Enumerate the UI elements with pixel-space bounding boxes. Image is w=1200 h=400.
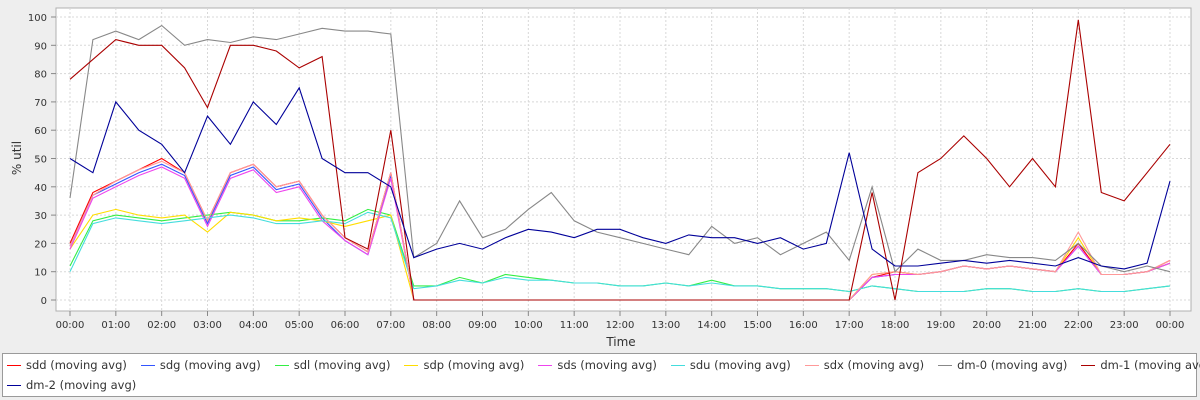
x-tick-label: 08:00: [422, 320, 451, 331]
y-tick-label: 60: [34, 126, 47, 137]
x-axis-label: Time: [605, 335, 635, 349]
legend-label: sdx (moving avg): [823, 358, 925, 372]
legend-swatch: [274, 364, 289, 366]
legend-item: sdg (moving avg): [140, 358, 261, 372]
line-chart: 0 10 20 30 40 50 60 70 80 90 100 00:00 01:00 02:00 03…: [10, 7, 1192, 349]
legend-swatch: [938, 364, 953, 366]
x-tick-label: 11:00: [560, 320, 589, 331]
legend-label: sdl (moving avg): [293, 358, 391, 372]
x-tick-label: 05:00: [285, 320, 314, 331]
legend-item: sdx (moving avg): [804, 358, 925, 372]
legend-label: sdp (moving avg): [423, 358, 525, 372]
legend-swatch: [140, 364, 155, 366]
y-tick-label: 20: [34, 239, 47, 250]
legend-label: dm-0 (moving avg): [957, 358, 1068, 372]
x-tick-label: 03:00: [193, 320, 222, 331]
x-tick-label: 20:00: [972, 320, 1001, 331]
x-tick-label: 07:00: [376, 320, 405, 331]
legend-item: dm-0 (moving avg): [938, 358, 1067, 372]
y-tick-label: 40: [34, 183, 47, 194]
legend-label: sdg (moving avg): [159, 358, 261, 372]
legend-swatch: [538, 364, 553, 366]
legend-label: sdd (moving avg): [26, 358, 127, 372]
series-line-dm-2: [69, 86, 1171, 270]
legend-item: dm-1 (moving avg): [1081, 358, 1200, 372]
x-tick-label: 16:00: [789, 320, 818, 331]
y-axis-label: % util: [10, 141, 24, 175]
series-line-dm-1: [69, 19, 1171, 301]
x-tick-label: 04:00: [239, 320, 268, 331]
x-tick-label: 19:00: [926, 320, 955, 331]
x-tick-label: 06:00: [331, 320, 360, 331]
x-tick-label: 14:00: [697, 320, 726, 331]
y-axis: 0 10 20 30 40 50 60 70 80 90 100: [28, 13, 56, 307]
x-tick-label: 12:00: [606, 320, 635, 331]
legend-label: dm-1 (moving avg): [1100, 358, 1200, 372]
x-tick-label: 00:00: [56, 320, 85, 331]
legend-label: sdu (moving avg): [689, 358, 791, 372]
y-tick-label: 70: [34, 98, 47, 109]
plot-area: [55, 7, 1192, 312]
legend-item: sds (moving avg): [538, 358, 657, 372]
legend-swatch: [1081, 364, 1096, 366]
y-tick-label: 90: [34, 41, 47, 52]
x-tick-label: 13:00: [651, 320, 680, 331]
legend-item: sdp (moving avg): [404, 358, 524, 372]
legend-item: sdl (moving avg): [274, 358, 391, 372]
legend-swatch: [7, 364, 21, 366]
x-tick-label: 00:00: [1156, 320, 1185, 331]
legend-swatch: [7, 384, 21, 386]
legend-swatch: [804, 364, 819, 366]
y-tick-label: 30: [34, 211, 47, 222]
legend-row: sdd (moving avg) sdg (moving avg) sdl (mov…: [7, 358, 1200, 372]
legend-label: dm-2 (moving avg): [26, 378, 137, 392]
y-tick-label: 100: [28, 13, 47, 24]
x-tick-label: 09:00: [468, 320, 497, 331]
x-tick-label: 17:00: [835, 320, 864, 331]
y-tick-label: 80: [34, 70, 47, 81]
x-tick-label: 23:00: [1110, 320, 1139, 331]
legend: sdd (moving avg) sdg (moving avg) sdl (mov…: [2, 353, 1200, 397]
x-tick-label: 01:00: [101, 320, 130, 331]
y-tick-label: 10: [34, 268, 47, 279]
series-line-dm-0: [69, 24, 1171, 273]
x-tick-label: 15:00: [743, 320, 772, 331]
series-lines: [69, 19, 1171, 301]
x-tick-label: 22:00: [1064, 320, 1093, 331]
x-tick-label: 21:00: [1018, 320, 1047, 331]
x-tick-label: 10:00: [514, 320, 543, 331]
x-tick-label: 18:00: [881, 320, 910, 331]
x-axis: 00:00 01:00 02:00 03:00 04:00 05:00 06:00 07:00…: [56, 311, 1185, 331]
legend-swatch: [670, 364, 685, 366]
y-tick-label: 50: [34, 155, 47, 166]
series-line-sdu: [69, 211, 1171, 293]
x-tick-label: 02:00: [147, 320, 176, 331]
y-tick-label: 0: [41, 296, 47, 307]
legend-item: sdd (moving avg): [7, 358, 127, 372]
legend-row: dm-2 (moving avg): [7, 378, 150, 392]
legend-swatch: [404, 364, 419, 366]
legend-item: dm-2 (moving avg): [7, 378, 136, 392]
legend-item: sdu (moving avg): [670, 358, 791, 372]
legend-label: sds (moving avg): [557, 358, 657, 372]
